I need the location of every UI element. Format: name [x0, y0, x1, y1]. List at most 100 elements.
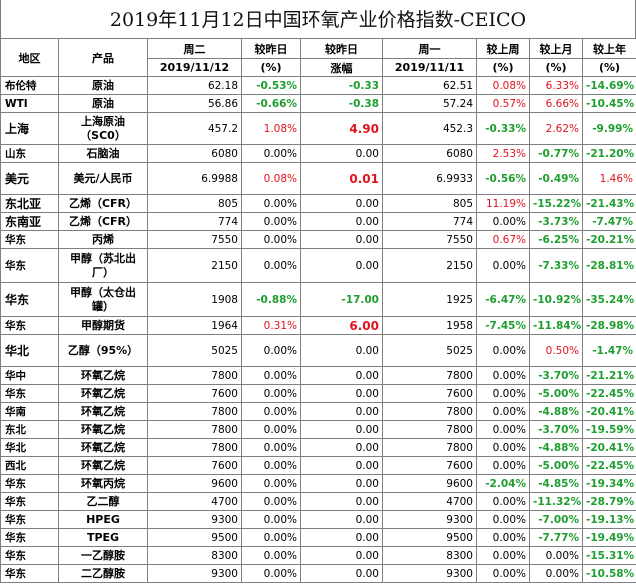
cell-product: 甲醇期货	[58, 316, 148, 335]
table-row: 东南亚 乙烯（CFR） 774 0.00% 0.00 774 0.00% -3.73% -7.4…	[0, 212, 636, 231]
cell-vs-yesterday-abs: 0.00	[300, 546, 383, 565]
cell-vs-last-year: -22.45%	[582, 384, 636, 403]
cell-vs-last-month: -7.00%	[529, 510, 583, 529]
cell-vs-yesterday-abs: 0.00	[300, 528, 383, 547]
cell-region: 华东	[0, 230, 59, 249]
page-title: 2019年11月12日中国环氧产业价格指数-CEICO	[0, 0, 636, 38]
header-vs-last-month-unit: (%)	[529, 58, 583, 77]
cell-tuesday-price: 1964	[147, 316, 242, 335]
cell-region: 华东	[0, 528, 59, 547]
table-row: WTI 原油 56.86 -0.66% -0.38 57.24 0.57% 6.66% -10.…	[0, 94, 636, 113]
cell-vs-yesterday-abs: 0.00	[300, 230, 383, 249]
cell-vs-last-year: 1.46%	[582, 162, 636, 195]
cell-tuesday-price: 7800	[147, 420, 242, 439]
cell-vs-yesterday-pct: 0.00%	[241, 212, 301, 231]
cell-product: TPEG	[58, 528, 148, 547]
cell-vs-yesterday-pct: 0.00%	[241, 474, 301, 493]
cell-vs-last-month: -5.00%	[529, 384, 583, 403]
cell-region: 布伦特	[0, 76, 59, 95]
cell-vs-last-year: -1.47%	[582, 334, 636, 367]
cell-vs-last-week: 0.00%	[476, 402, 530, 421]
cell-vs-yesterday-abs: 0.00	[300, 474, 383, 493]
cell-vs-last-month: -7.33%	[529, 248, 583, 283]
cell-region: 华东	[0, 546, 59, 565]
table-row: 华东 二乙醇胺 9300 0.00% 0.00 9300 0.00% 0.00% -10.58%	[0, 564, 636, 583]
cell-vs-last-week: -6.47%	[476, 282, 530, 317]
cell-vs-yesterday-pct: 0.00%	[241, 334, 301, 367]
cell-vs-yesterday-abs: 0.00	[300, 492, 383, 511]
cell-vs-yesterday-pct: 0.00%	[241, 492, 301, 511]
cell-vs-yesterday-abs: 0.00	[300, 366, 383, 385]
cell-product: 环氧乙烷	[58, 456, 148, 475]
cell-vs-last-year: -20.41%	[582, 438, 636, 457]
cell-vs-yesterday-pct: 0.00%	[241, 528, 301, 547]
cell-vs-yesterday-pct: 0.00%	[241, 438, 301, 457]
table-row: 华东 甲醇期货 1964 0.31% 6.00 1958 -7.45% -11.84% -28.…	[0, 316, 636, 335]
cell-vs-last-week: 0.00%	[476, 384, 530, 403]
cell-monday-price: 2150	[382, 248, 477, 283]
cell-vs-last-week: 0.00%	[476, 546, 530, 565]
cell-vs-last-month: -4.88%	[529, 438, 583, 457]
cell-vs-last-week: 2.53%	[476, 144, 530, 163]
cell-vs-yesterday-pct: 0.00%	[241, 366, 301, 385]
cell-vs-last-week: 0.00%	[476, 564, 530, 583]
cell-vs-last-month: 6.33%	[529, 76, 583, 95]
cell-vs-last-month: -3.70%	[529, 420, 583, 439]
cell-monday-price: 7550	[382, 230, 477, 249]
cell-tuesday-price: 9300	[147, 564, 242, 583]
table-row: 西北 环氧乙烷 7600 0.00% 0.00 7600 0.00% -5.00% -22.45…	[0, 456, 636, 475]
cell-vs-last-week: 0.00%	[476, 248, 530, 283]
cell-vs-last-year: -15.31%	[582, 546, 636, 565]
cell-vs-last-week: -7.45%	[476, 316, 530, 335]
cell-region: 西北	[0, 456, 59, 475]
cell-vs-yesterday-pct: 0.00%	[241, 248, 301, 283]
cell-tuesday-price: 7600	[147, 384, 242, 403]
cell-region: 华东	[0, 282, 59, 317]
table-row: 华东 甲醇（太仓出罐） 1908 -0.88% -17.00 1925 -6.47% -10.…	[0, 282, 636, 317]
header-monday: 周一	[382, 38, 477, 59]
cell-vs-yesterday-abs: 0.00	[300, 248, 383, 283]
cell-product: 甲醇（太仓出罐）	[58, 282, 148, 317]
cell-monday-price: 6080	[382, 144, 477, 163]
header-product: 产品	[58, 38, 148, 77]
table-row: 美元 美元/人民币 6.9988 0.08% 0.01 6.9933 -0.56% -0.49…	[0, 162, 636, 195]
table-row: 华东 丙烯 7550 0.00% 0.00 7550 0.67% -6.25% -20.21%	[0, 230, 636, 249]
cell-vs-last-year: -28.81%	[582, 248, 636, 283]
cell-vs-last-month: -4.88%	[529, 402, 583, 421]
cell-vs-last-year: -22.45%	[582, 456, 636, 475]
cell-vs-last-year: -7.47%	[582, 212, 636, 231]
header-vs-yesterday-pct: 较昨日	[241, 38, 301, 59]
cell-vs-yesterday-abs: 0.00	[300, 194, 383, 213]
cell-product: 一乙醇胺	[58, 546, 148, 565]
cell-region: 华东	[0, 510, 59, 529]
cell-vs-last-month: 0.00%	[529, 564, 583, 583]
cell-product: 环氧乙烷	[58, 420, 148, 439]
cell-tuesday-price: 9300	[147, 510, 242, 529]
cell-vs-last-year: -35.24%	[582, 282, 636, 317]
table-row: 华北 环氧乙烷 7800 0.00% 0.00 7800 0.00% -4.88% -20.41…	[0, 438, 636, 457]
cell-monday-price: 9500	[382, 528, 477, 547]
cell-vs-last-year: -9.99%	[582, 112, 636, 145]
cell-tuesday-price: 457.2	[147, 112, 242, 145]
cell-vs-last-year: -19.13%	[582, 510, 636, 529]
cell-vs-yesterday-pct: -0.66%	[241, 94, 301, 113]
cell-tuesday-price: 9600	[147, 474, 242, 493]
cell-vs-last-year: -28.98%	[582, 316, 636, 335]
cell-monday-price: 1925	[382, 282, 477, 317]
cell-tuesday-price: 7800	[147, 438, 242, 457]
cell-product: 丙烯	[58, 230, 148, 249]
cell-vs-last-year: -21.43%	[582, 194, 636, 213]
cell-vs-yesterday-abs: 0.00	[300, 212, 383, 231]
cell-monday-price: 7800	[382, 438, 477, 457]
cell-vs-last-month: 2.62%	[529, 112, 583, 145]
cell-vs-last-week: -2.04%	[476, 474, 530, 493]
cell-vs-last-month: -0.77%	[529, 144, 583, 163]
cell-region: 华东	[0, 492, 59, 511]
cell-vs-yesterday-pct: 0.00%	[241, 510, 301, 529]
table-row: 上海 上海原油（SC0） 457.2 1.08% 4.90 452.3 -0.33% 2.62…	[0, 112, 636, 145]
cell-vs-last-month: -7.77%	[529, 528, 583, 547]
cell-region: 华中	[0, 366, 59, 385]
cell-tuesday-price: 8300	[147, 546, 242, 565]
cell-vs-yesterday-pct: 1.08%	[241, 112, 301, 145]
header-vs-last-year-unit: (%)	[582, 58, 636, 77]
